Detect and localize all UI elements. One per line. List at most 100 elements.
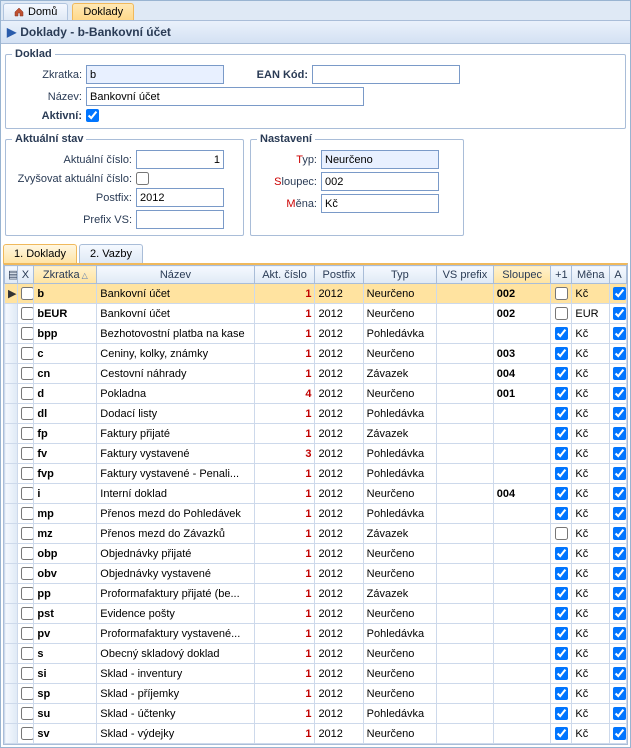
cell-plus1[interactable] [551,464,572,484]
cell-plus1[interactable] [551,584,572,604]
cell-x[interactable] [17,724,34,744]
cell-a[interactable] [610,464,627,484]
cell-a[interactable] [610,424,627,444]
cell-plus1[interactable] [551,424,572,444]
cell-x[interactable] [17,604,34,624]
cell-plus1[interactable] [551,384,572,404]
cell-x[interactable] [17,504,34,524]
checkbox-row-plus1[interactable] [555,287,568,300]
cell-a[interactable] [610,724,627,744]
col-nazev[interactable]: Název [97,266,254,284]
cell-plus1[interactable] [551,604,572,624]
checkbox-row-plus1[interactable] [555,647,568,660]
checkbox-row-x[interactable] [21,647,34,660]
checkbox-row-x[interactable] [21,507,34,520]
col-akt[interactable]: Akt. číslo [254,266,315,284]
cell-x[interactable] [17,404,34,424]
table-row[interactable]: siSklad - inventury12012NeurčenoKč [5,664,627,684]
checkbox-row-a[interactable] [613,727,626,740]
checkbox-row-x[interactable] [21,707,34,720]
table-row[interactable]: fvpFaktury vystavené - Penali...12012Poh… [5,464,627,484]
checkbox-row-plus1[interactable] [555,627,568,640]
cell-plus1[interactable] [551,304,572,324]
table-row[interactable]: mpPřenos mezd do Pohledávek12012Pohledáv… [5,504,627,524]
checkbox-row-x[interactable] [21,387,34,400]
grid-table[interactable]: ▤ X Zkratka△ Název Akt. číslo Postfix Ty… [4,265,627,744]
checkbox-row-x[interactable] [21,527,34,540]
cell-a[interactable] [610,564,627,584]
table-row[interactable]: ▶bBankovní účet12012Neurčeno002Kč [5,284,627,304]
checkbox-row-plus1[interactable] [555,427,568,440]
checkbox-row-a[interactable] [613,547,626,560]
cell-plus1[interactable] [551,724,572,744]
cell-a[interactable] [610,444,627,464]
checkbox-row-a[interactable] [613,407,626,420]
cell-x[interactable] [17,284,34,304]
cell-plus1[interactable] [551,524,572,544]
table-row[interactable]: dPokladna42012Neurčeno001Kč [5,384,627,404]
cell-plus1[interactable] [551,484,572,504]
cell-plus1[interactable] [551,284,572,304]
cell-x[interactable] [17,464,34,484]
checkbox-row-x[interactable] [21,287,34,300]
table-row[interactable]: ppProformafaktury přijaté (be...12012Záv… [5,584,627,604]
checkbox-row-x[interactable] [21,567,34,580]
checkbox-row-a[interactable] [613,667,626,680]
cell-x[interactable] [17,364,34,384]
cell-a[interactable] [610,364,627,384]
checkbox-row-x[interactable] [21,307,34,320]
col-plus1[interactable]: +1 [551,266,572,284]
table-row[interactable]: sObecný skladový doklad12012NeurčenoKč [5,644,627,664]
checkbox-row-plus1[interactable] [555,587,568,600]
checkbox-zvysovat[interactable] [136,172,149,185]
cell-a[interactable] [610,524,627,544]
checkbox-row-plus1[interactable] [555,547,568,560]
cell-a[interactable] [610,384,627,404]
cell-x[interactable] [17,584,34,604]
col-a[interactable]: A [610,266,627,284]
checkbox-row-a[interactable] [613,687,626,700]
cell-x[interactable] [17,664,34,684]
col-typ[interactable]: Typ [363,266,436,284]
cell-x[interactable] [17,544,34,564]
checkbox-row-a[interactable] [613,347,626,360]
table-row[interactable]: iInterní doklad12012Neurčeno004Kč [5,484,627,504]
input-prefixvs[interactable] [136,210,224,229]
checkbox-row-plus1[interactable] [555,347,568,360]
cell-x[interactable] [17,484,34,504]
checkbox-row-plus1[interactable] [555,687,568,700]
input-mena[interactable] [321,194,439,213]
checkbox-row-x[interactable] [21,547,34,560]
table-row[interactable]: bppBezhotovostní platba na kase12012Pohl… [5,324,627,344]
checkbox-row-a[interactable] [613,647,626,660]
cell-x[interactable] [17,324,34,344]
checkbox-row-x[interactable] [21,607,34,620]
cell-plus1[interactable] [551,664,572,684]
cell-a[interactable] [610,304,627,324]
checkbox-row-a[interactable] [613,447,626,460]
table-row[interactable]: obvObjednávky vystavené12012NeurčenoKč [5,564,627,584]
cell-plus1[interactable] [551,364,572,384]
cell-plus1[interactable] [551,564,572,584]
checkbox-row-x[interactable] [21,587,34,600]
table-row[interactable]: bEURBankovní účet12012Neurčeno002EUR [5,304,627,324]
checkbox-row-x[interactable] [21,487,34,500]
checkbox-row-x[interactable] [21,687,34,700]
checkbox-row-a[interactable] [613,367,626,380]
checkbox-row-plus1[interactable] [555,327,568,340]
checkbox-row-plus1[interactable] [555,467,568,480]
checkbox-row-a[interactable] [613,507,626,520]
cell-plus1[interactable] [551,544,572,564]
input-ean[interactable] [312,65,460,84]
input-akt-cislo[interactable] [136,150,224,169]
checkbox-row-a[interactable] [613,307,626,320]
checkbox-aktivni[interactable] [86,109,99,122]
checkbox-row-x[interactable] [21,667,34,680]
cell-plus1[interactable] [551,504,572,524]
checkbox-row-a[interactable] [613,567,626,580]
checkbox-row-a[interactable] [613,607,626,620]
table-row[interactable]: obpObjednávky přijaté12012NeurčenoKč [5,544,627,564]
cell-a[interactable] [610,344,627,364]
cell-a[interactable] [610,324,627,344]
cell-x[interactable] [17,564,34,584]
